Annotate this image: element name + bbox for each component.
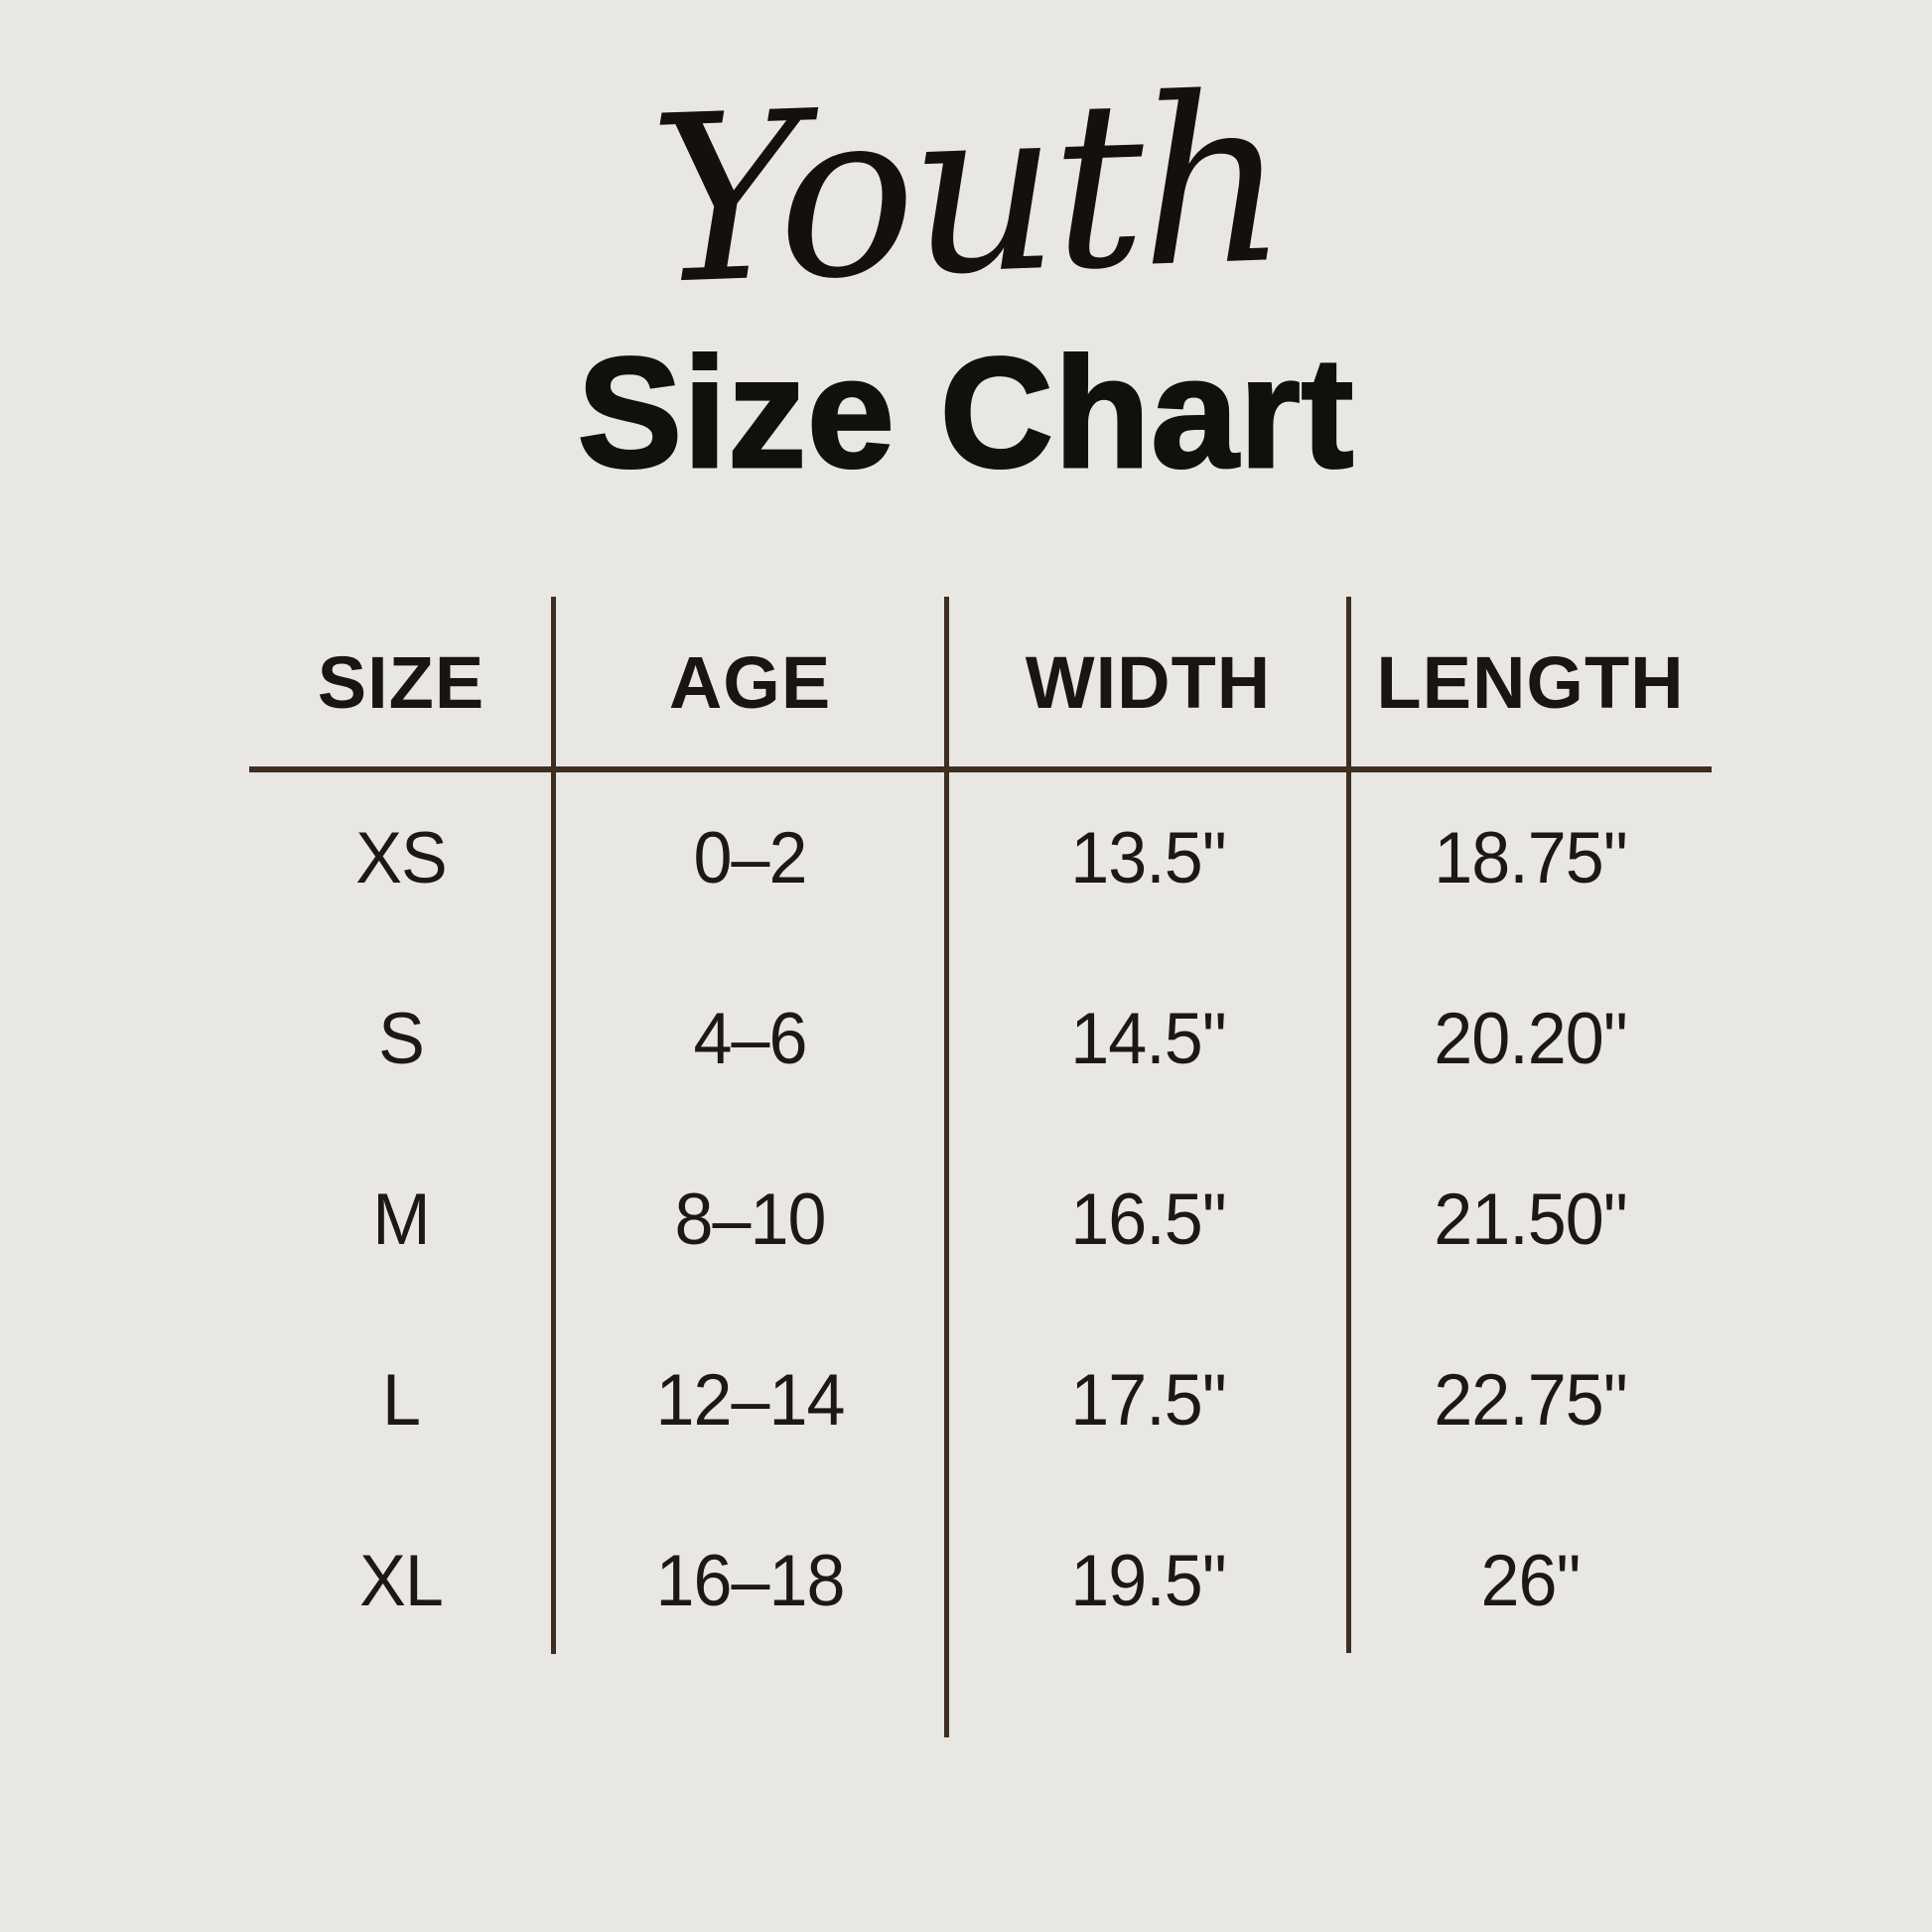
header-underline (249, 766, 1712, 772)
length-cell: 20.20" (1434, 998, 1627, 1079)
width-cell: 19.5" (1070, 1540, 1226, 1621)
column-header-size: SIZE (317, 640, 485, 724)
width-cell: 16.5" (1070, 1178, 1226, 1260)
length-cell: 18.75" (1434, 817, 1627, 898)
size-cell: XL (359, 1540, 444, 1621)
column-divider-age-width (944, 597, 949, 1737)
age-cell: 16–18 (655, 1540, 845, 1621)
page-title: Size Chart (576, 326, 1355, 501)
size-cell: M (372, 1178, 430, 1260)
size-table: SIZE AGE WIDTH LENGTH XS 0–2 13.5" 18.75… (249, 597, 1712, 1671)
age-cell: 4–6 (693, 998, 807, 1079)
size-cell: XS (355, 817, 448, 898)
length-cell: 21.50" (1434, 1178, 1627, 1260)
script-title: Youth (646, 46, 1286, 336)
column-divider-size-age (551, 597, 556, 1654)
age-cell: 12–14 (655, 1359, 845, 1441)
column-divider-width-length (1346, 597, 1351, 1653)
age-cell: 8–10 (674, 1178, 826, 1260)
column-header-width: WIDTH (1025, 640, 1272, 724)
length-cell: 26" (1480, 1540, 1582, 1621)
age-cell: 0–2 (693, 817, 807, 898)
width-cell: 17.5" (1070, 1359, 1226, 1441)
size-cell: S (378, 998, 425, 1079)
column-header-age: AGE (668, 640, 832, 724)
width-cell: 14.5" (1070, 998, 1226, 1079)
size-cell: L (381, 1359, 421, 1441)
width-cell: 13.5" (1070, 817, 1226, 898)
column-header-length: LENGTH (1376, 640, 1685, 724)
length-cell: 22.75" (1434, 1359, 1627, 1441)
